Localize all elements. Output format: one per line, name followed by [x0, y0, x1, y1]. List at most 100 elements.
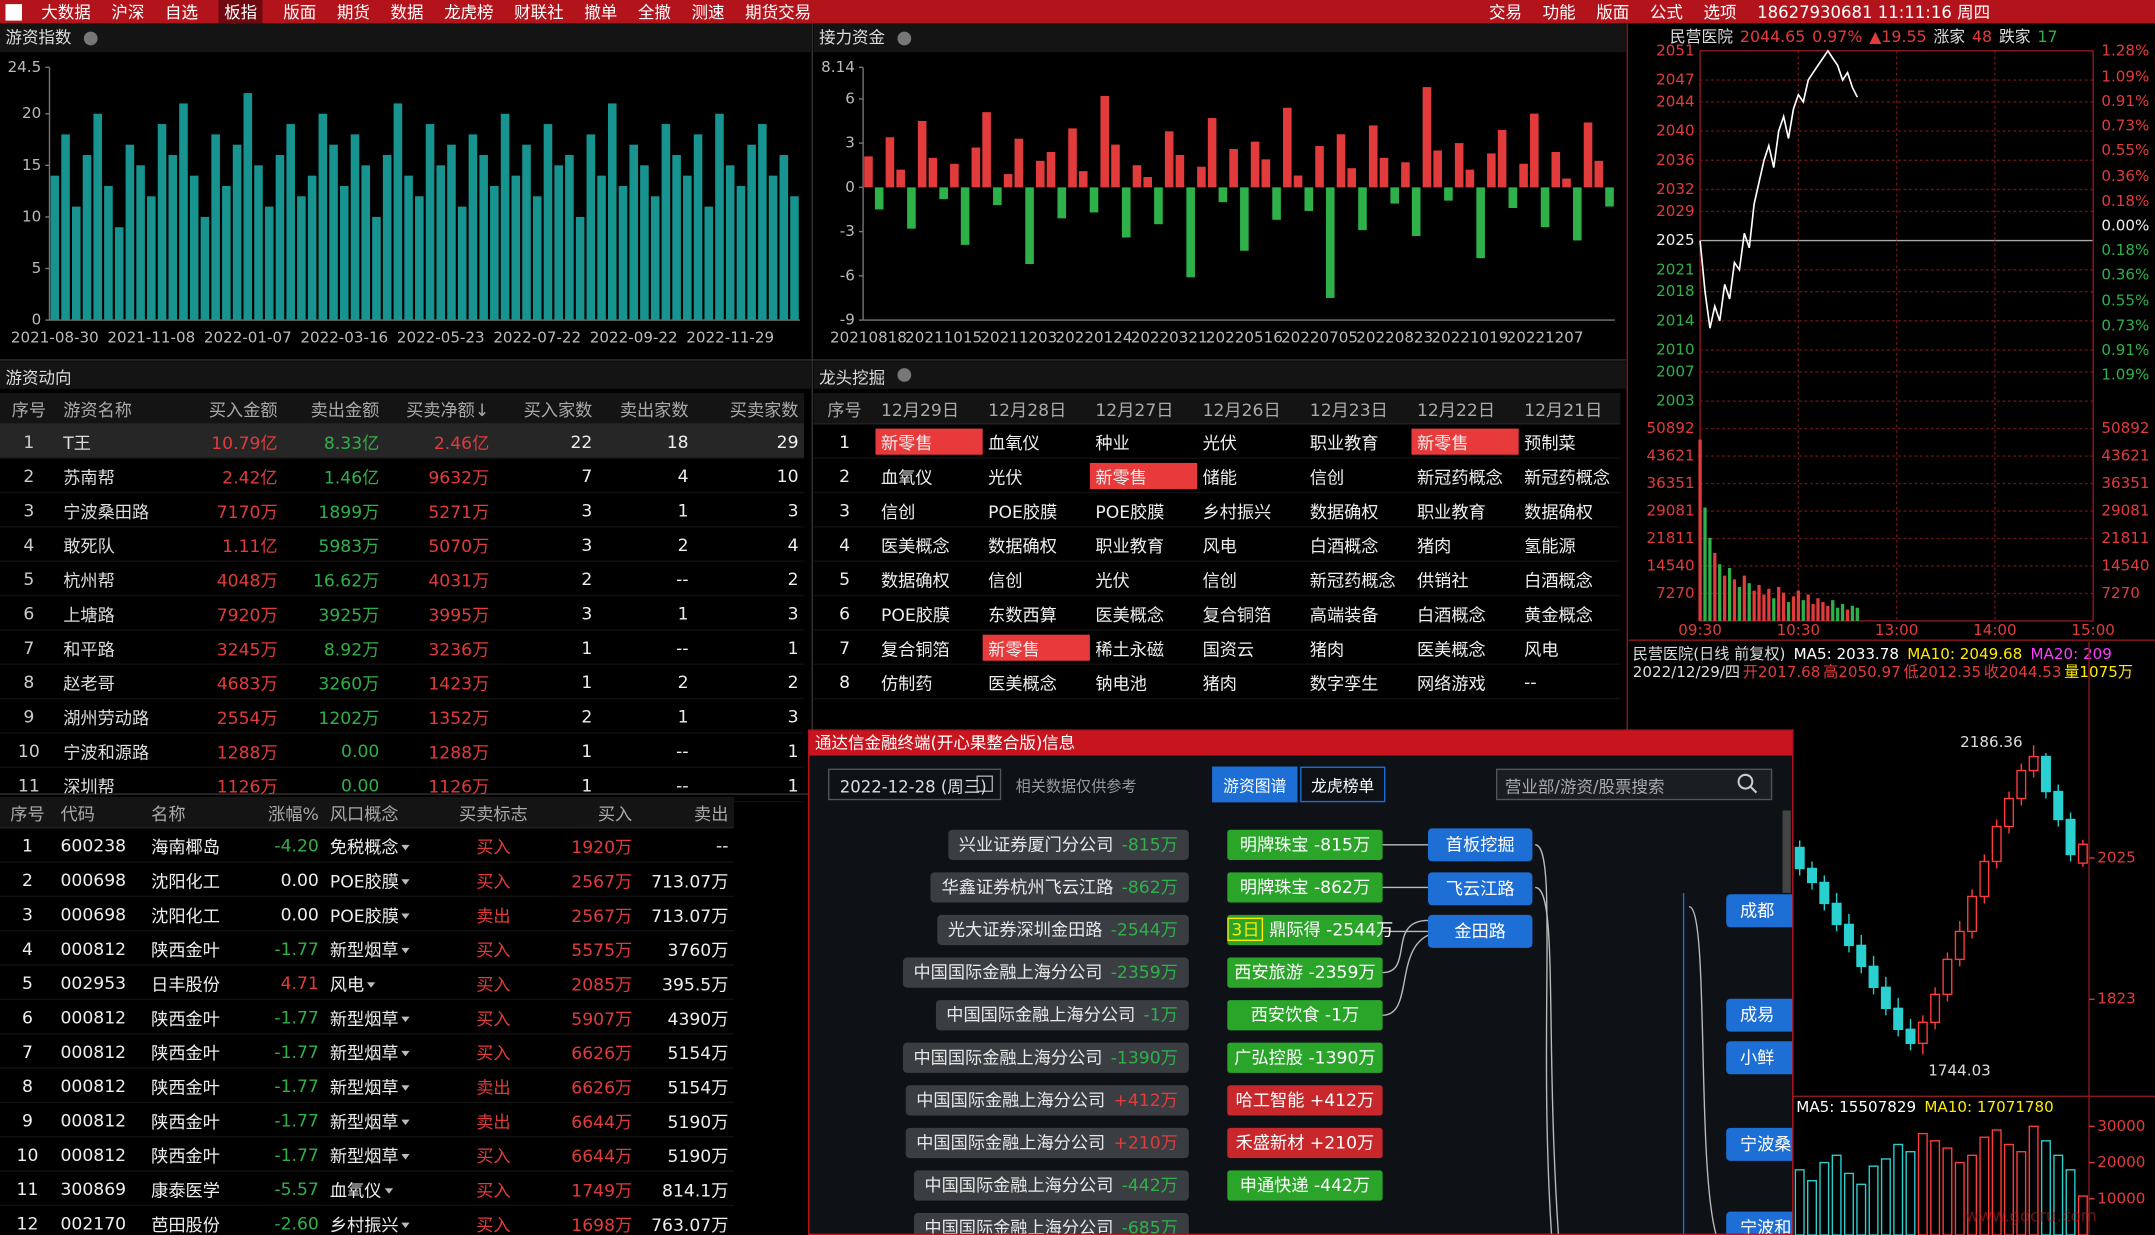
table-row[interactable]: 5 杭州帮 4048万 16.62万 4031万 2 -- 2	[0, 562, 805, 597]
stock-box[interactable]: 西安旅游 -2359万	[1227, 957, 1383, 988]
column-header[interactable]: 序号	[11, 399, 47, 420]
table-row[interactable]: 2 苏南帮 2.42亿 1.46亿 9632万 7 4 10	[0, 459, 805, 494]
route-button[interactable]: 成都	[1726, 894, 1793, 928]
column-header[interactable]: 名称	[151, 802, 186, 824]
table-row[interactable]: 2 000698 沈阳化工 0.00 POE胶膜 买入 2567万 713.07万	[0, 863, 734, 898]
column-header[interactable]: 涨幅%	[268, 802, 319, 824]
column-header[interactable]: 卖出家数	[619, 399, 689, 420]
table-row[interactable]: 3 宁波桑田路 7170万 1899万 5271万 3 1 3	[0, 493, 805, 528]
table-row[interactable]: 5 数据确权 信创 光伏 信创 新冠药概念 供销社 白酒概念	[813, 562, 1621, 597]
column-header[interactable]: 序号	[10, 802, 45, 824]
route-button[interactable]: 成易	[1726, 998, 1793, 1032]
search-placeholder[interactable]: 营业部/游资/股票搜索	[1504, 777, 1665, 797]
menu-item[interactable]: 全撤	[637, 2, 671, 22]
column-header[interactable]: 12月21日	[1524, 399, 1603, 420]
menu-item[interactable]: 龙虎榜	[444, 2, 494, 22]
help-icon[interactable]	[83, 31, 98, 46]
menu-item[interactable]: 自选	[164, 2, 198, 22]
table-row[interactable]: 3 信创 POE胶膜 POE胶膜 乡村振兴 数据确权 职业教育 数据确权	[813, 493, 1621, 528]
tab[interactable]: 游资图谱	[1212, 766, 1298, 803]
column-header[interactable]: 12月29日	[880, 399, 960, 420]
table-row[interactable]: 10 000812 陕西金叶 -1.77 新型烟草 买入 6644万 5190万	[0, 1137, 734, 1172]
branch-pill[interactable]: 中国国际金融上海分公司 +412万	[905, 1085, 1189, 1116]
column-header[interactable]: 12月22日	[1416, 399, 1496, 420]
column-header[interactable]: 游资名称	[63, 399, 132, 420]
branch-pill[interactable]: 中国国际金融上海分公司 -442万	[913, 1170, 1189, 1201]
table-row[interactable]: 7 复合铜箔 新零售 稀土永磁 国资云 猪肉 医美概念 风电	[813, 631, 1621, 665]
stock-box[interactable]: 申通快递 -442万	[1227, 1170, 1383, 1201]
branch-pill[interactable]: 中国国际金融上海分公司 -685万	[913, 1213, 1189, 1234]
menu-item[interactable]: 财联社	[514, 2, 564, 22]
branch-pill[interactable]: 中国国际金融上海分公司 -1万	[935, 1000, 1189, 1031]
table-row[interactable]: 9 000812 陕西金叶 -1.77 新型烟草 卖出 6644万 5190万	[0, 1103, 734, 1138]
table-row[interactable]: 4 医美概念 数据确权 职业教育 风电 白酒概念 猪肉 氢能源	[813, 528, 1621, 562]
column-header[interactable]: 买卖净额↓	[406, 399, 490, 420]
menu-item[interactable]: 功能	[1542, 2, 1576, 22]
column-header[interactable]: 买入	[597, 802, 633, 824]
column-header[interactable]: 买卖家数	[729, 399, 799, 420]
table-row[interactable]: 4 敢死队 1.11亿 5983万 5070万 3 2 4	[0, 528, 805, 562]
column-header[interactable]: 风口概念	[329, 802, 399, 824]
table-row[interactable]: 2 血氧仪 光伏 新零售 储能 信创 新冠药概念 新冠药概念	[813, 459, 1621, 494]
stock-box[interactable]: 3日 鼎际得 -2544万	[1227, 914, 1393, 946]
column-header[interactable]: 12月27日	[1095, 399, 1174, 420]
table-row[interactable]: 4 000812 陕西金叶 -1.77 新型烟草 买入 5575万 3760万	[0, 931, 734, 966]
table-row[interactable]: 8 000812 陕西金叶 -1.77 新型烟草 卖出 6626万 5154万	[0, 1069, 734, 1104]
stock-box[interactable]: 哈工智能 +412万	[1227, 1085, 1383, 1116]
date-box[interactable]	[828, 768, 1002, 801]
table-row[interactable]: 9 湖州劳动路 2554万 1202万 1352万 2 1 3	[0, 699, 805, 734]
app-icon[interactable]	[5, 3, 22, 20]
route-button[interactable]: 金田路	[1427, 914, 1533, 948]
menu-item[interactable]: 期货交易	[745, 2, 812, 22]
search-box[interactable]	[1495, 768, 1773, 801]
branch-pill[interactable]: 中国国际金融上海分公司 -2359万	[902, 957, 1189, 988]
stock-box[interactable]: 明牌珠宝 -815万	[1227, 829, 1383, 860]
menu-item[interactable]: 沪深	[111, 2, 145, 22]
menu-item[interactable]: 大数据	[41, 2, 91, 22]
branch-pill[interactable]: 中国国际金融上海分公司 +210万	[905, 1127, 1189, 1159]
table-row[interactable]: 1 T王 10.79亿 8.33亿 2.46亿 22 18 29	[0, 424, 805, 459]
column-header[interactable]: 序号	[827, 399, 862, 420]
branch-pill[interactable]: 华鑫证券杭州飞云江路 -862万	[930, 872, 1189, 903]
table-row[interactable]: 1 新零售 血氧仪 种业 光伏 职业教育 新零售 预制菜	[813, 424, 1621, 459]
table-row[interactable]: 11 300869 康泰医学 -5.57 血氧仪 买入 1749万 814.1万	[0, 1172, 734, 1207]
menu-item[interactable]: 版面	[1596, 2, 1630, 22]
menu-item[interactable]: 撤单	[584, 2, 618, 22]
tab[interactable]: 龙虎榜单	[1300, 766, 1386, 803]
stock-box[interactable]: 禾盛新材 +210万	[1227, 1127, 1383, 1159]
route-button[interactable]: 飞云江路	[1427, 871, 1533, 905]
table-row[interactable]: 12 002170 芭田股份 -2.60 乡村振兴 买入 1698万 763.07万	[0, 1206, 734, 1235]
stock-box[interactable]: 明牌珠宝 -862万	[1227, 872, 1383, 903]
calendar-icon[interactable]	[976, 775, 993, 792]
stock-box[interactable]: 西安饮食 -1万	[1227, 1000, 1383, 1031]
branch-pill[interactable]: 光大证券深圳金田路 -2544万	[936, 914, 1189, 946]
menu-item[interactable]: 期货	[336, 2, 370, 22]
column-header[interactable]: 卖出	[694, 802, 729, 824]
column-header[interactable]: 买入家数	[523, 399, 593, 420]
table-row[interactable]: 8 仿制药 医美概念 钠电池 猪肉 数字孪生 网络游戏 --	[813, 665, 1621, 700]
column-header[interactable]: 12月23日	[1309, 399, 1388, 420]
column-header[interactable]: 12月28日	[988, 399, 1067, 420]
search-icon[interactable]	[1737, 773, 1754, 790]
help-icon[interactable]	[897, 368, 912, 382]
route-button[interactable]: 小鲜	[1726, 1041, 1793, 1075]
table-row[interactable]: 3 000698 沈阳化工 0.00 POE胶膜 卖出 2567万 713.07万	[0, 897, 734, 932]
table-row[interactable]: 6 000812 陕西金叶 -1.77 新型烟草 买入 5907万 4390万	[0, 1000, 734, 1035]
column-header[interactable]: 代码	[60, 802, 95, 824]
table-row[interactable]: 5 002953 日丰股份 4.71 风电 买入 2085万 395.5万	[0, 966, 734, 1001]
menu-item[interactable]: 板指	[218, 0, 263, 24]
table-row[interactable]: 7 和平路 3245万 8.92万 3236万 1 -- 1	[0, 631, 805, 665]
column-header[interactable]: 买卖标志	[459, 802, 528, 824]
menu-item[interactable]: 交易	[1488, 2, 1522, 22]
route-button[interactable]: 宁波桑	[1726, 1127, 1793, 1161]
column-header[interactable]: 卖出金额	[310, 399, 380, 420]
help-icon[interactable]	[897, 31, 912, 46]
route-button[interactable]: 宁波和	[1726, 1211, 1793, 1234]
menu-item[interactable]: 版面	[283, 2, 317, 22]
menu-item[interactable]: 数据	[390, 2, 424, 22]
column-header[interactable]: 买入金额	[208, 399, 278, 420]
menu-item[interactable]: 公式	[1649, 2, 1683, 22]
branch-pill[interactable]: 兴业证券厦门分公司 -815万	[947, 829, 1189, 860]
route-button[interactable]: 首板挖掘	[1427, 828, 1533, 862]
menu-item[interactable]: 测速	[691, 2, 725, 22]
